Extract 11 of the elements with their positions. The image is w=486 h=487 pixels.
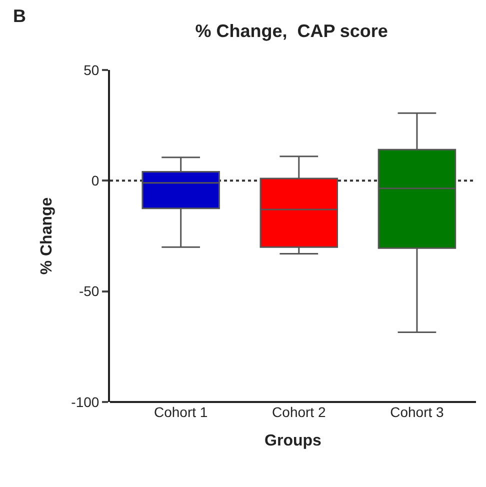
x-tick-label: Cohort 1 <box>154 404 208 420</box>
x-tick-label: Cohort 2 <box>272 404 326 420</box>
y-tick-label: -50 <box>78 283 100 300</box>
y-tick-label: 0 <box>91 172 100 189</box>
chart-title: % Change, CAP score <box>195 20 388 41</box>
y-tick-label: -100 <box>71 394 100 410</box>
x-axis-title: Groups <box>264 432 322 450</box>
text: B <box>13 6 26 26</box>
y-tick-label: 50 <box>84 62 100 78</box>
y-axis-title: % Change <box>38 197 56 275</box>
x-tick-label: Cohort 3 <box>390 404 444 420</box>
